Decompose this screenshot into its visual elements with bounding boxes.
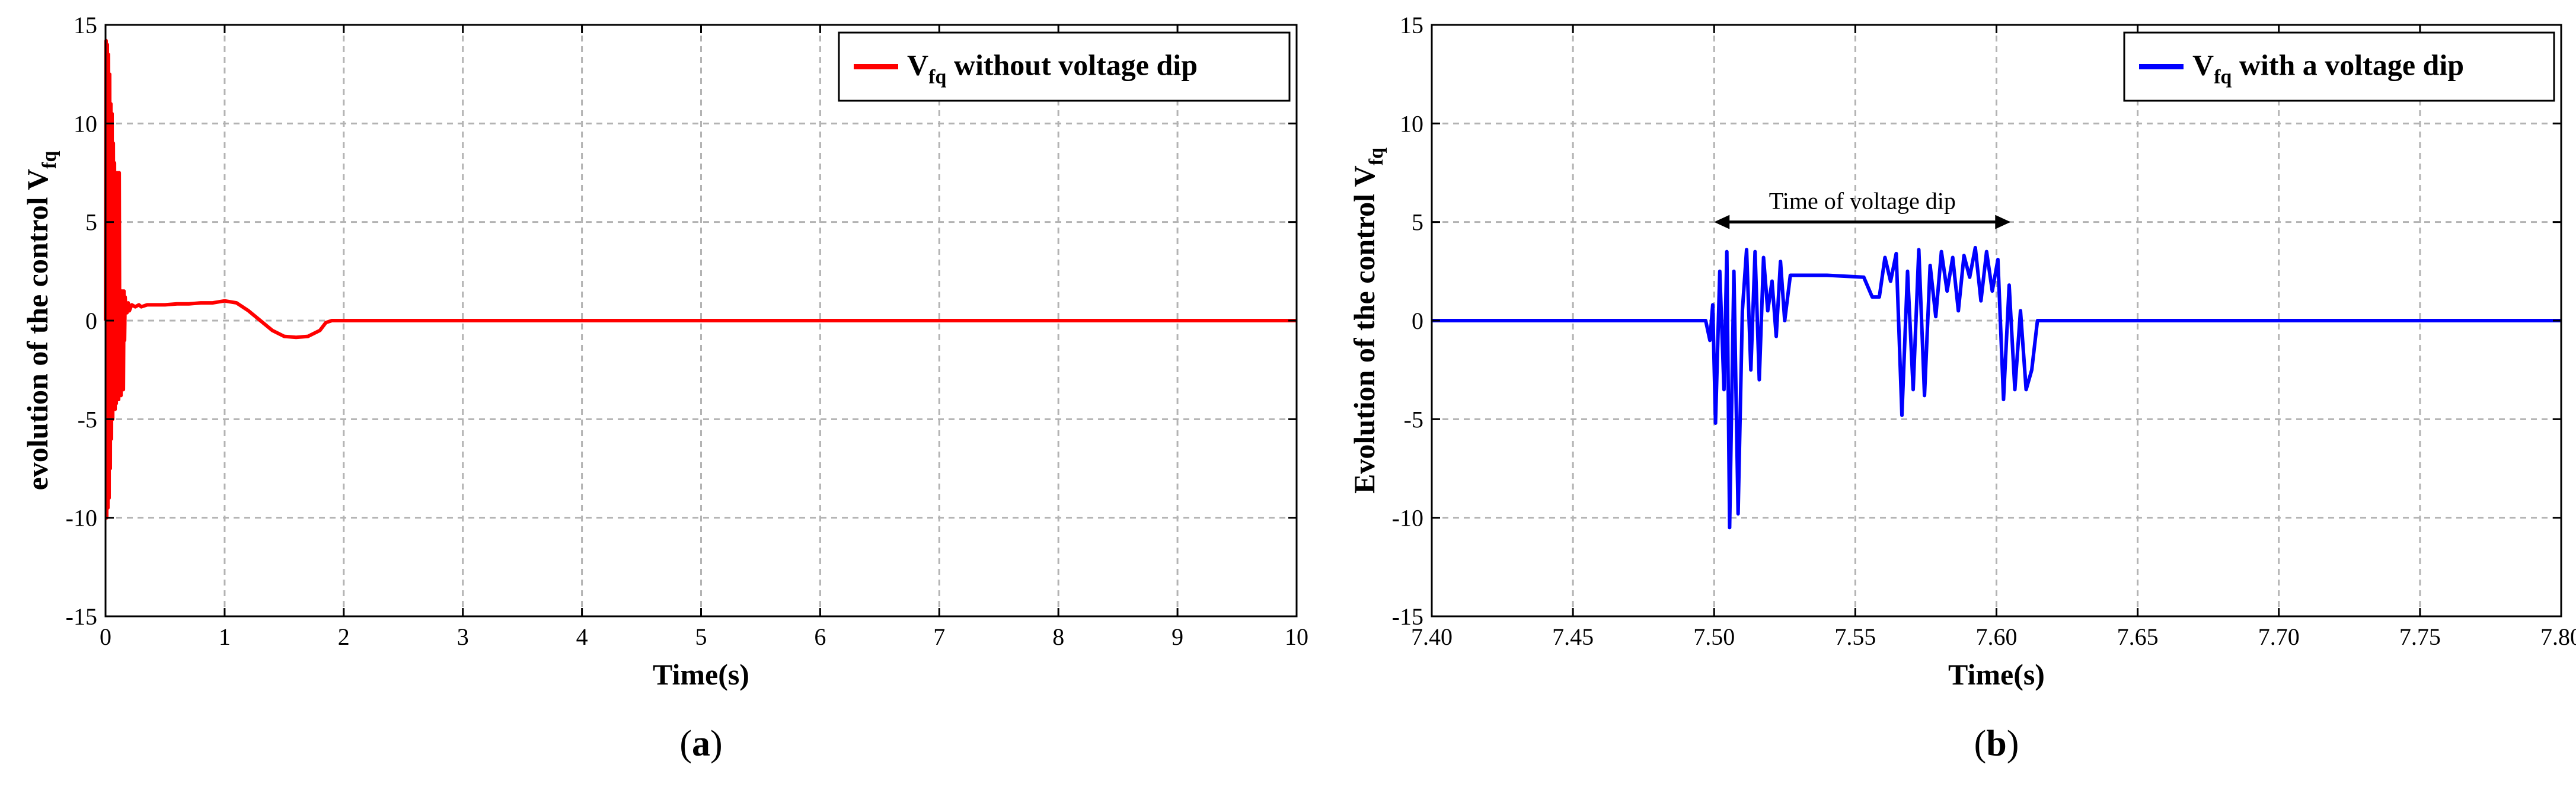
panel-b-label: (b) [1974,724,2019,764]
panel-b-grid [1432,25,2561,616]
panel-b-x-tick-label-0: 7.40 [1411,623,1453,650]
panel-a-x-tick-label-3: 3 [457,623,469,650]
panel-b-annotation-text: Time of voltage dip [1769,188,1956,215]
panel-a-label: (a) [679,724,722,764]
panel-b-legend-label-main: V [2192,49,2214,82]
panel-a-x-tick-label-7: 7 [933,623,945,650]
panel-b-chart: 7.40 7.45 7.50 7.55 7.60 7.65 7.70 7.75 7.80 -15 -… [1348,12,2576,764]
panel-b-x-tick-label-3: 7.55 [1834,623,1876,650]
panel-a-x-axis-label: Time(s) [653,658,749,691]
panel-b-y-tick-label-2: -5 [1404,406,1423,433]
panel-b-y-tick-label-1: -10 [1392,505,1423,532]
panel-b-label-open: ( [1974,724,1987,764]
panel-b-y-axis-label: Evolution of the control Vfq [1348,148,1387,494]
panel-a-label-letter: a [692,724,710,764]
panel-a-ticks: 0 1 2 3 4 5 6 7 8 9 10 -15 -10 -5 0 5 10 15 [66,12,1308,650]
panel-a-y-axis-label-sub: fq [39,151,60,169]
panel-b-series-line-0 [1432,245,2561,530]
panel-b-annotation: Time of voltage dip [1714,188,2011,229]
panel-a-y-axis-label-main: evolution of the control V [21,169,54,491]
panel-b-legend: Vfq with a voltage dip [2123,31,2555,102]
panel-a-x-tick-label-0: 0 [100,623,111,650]
panel-a-series [104,39,1297,520]
panel-b-x-tick-label-4: 7.60 [1976,623,2018,650]
panel-a-legend-label: Vfq without voltage dip [907,49,1198,88]
panel-a-y-tick-label-0: -15 [66,603,97,630]
panel-a-x-tick-label-6: 6 [814,623,826,650]
panel-b-y-axis-label-sub: fq [1365,148,1387,165]
panel-b-ticks: 7.40 7.45 7.50 7.55 7.60 7.65 7.70 7.75 7.80 -15 -… [1392,12,2576,650]
panel-a-legend-label-rest: without voltage dip [946,49,1198,82]
panel-b-y-tick-label-4: 5 [1412,209,1423,236]
panel-b-label-close: ) [2007,724,2019,764]
panel-b-legend-label-sub: fq [2214,66,2232,88]
panel-b-y-axis-label-main: Evolution of the control V [1348,165,1381,494]
panel-b-y-tick-label-5: 10 [1400,110,1423,137]
panel-a-legend: Vfq without voltage dip [838,31,1291,102]
panel-b-x-tick-label-8: 7.80 [2540,623,2576,650]
panel-b-legend-box [2123,31,2555,102]
panel-a-legend-label-sub: fq [928,66,946,88]
panel-a-label-close: ) [710,724,723,764]
panel-a-y-axis-label: evolution of the control Vfq [21,151,60,491]
panel-a-y-tick-label-6: 15 [74,12,97,39]
panel-a-x-tick-label-5: 5 [695,623,707,650]
panel-a-x-tick-label-10: 10 [1285,623,1308,650]
panel-b-legend-label: Vfq with a voltage dip [2192,49,2464,88]
panel-a-x-tick-label-9: 9 [1172,623,1183,650]
panel-a-y-tick-label-1: -10 [66,505,97,532]
panel-b-x-tick-label-2: 7.50 [1693,623,1735,650]
panel-a-x-tick-label-2: 2 [338,623,350,650]
panel-a-chart: 0 1 2 3 4 5 6 7 8 9 10 -15 -10 -5 0 5 10 15 Time(s) evolu… [21,12,1308,764]
panel-a-x-tick-label-8: 8 [1052,623,1064,650]
panel-a-y-tick-label-5: 10 [74,110,97,137]
panel-b-x-tick-label-6: 7.70 [2258,623,2300,650]
panel-a-y-tick-label-4: 5 [85,209,97,236]
panel-a-series-line-0 [104,39,1297,520]
panel-b-x-axis-label: Time(s) [1948,658,2045,691]
panel-b-series [1432,245,2561,530]
panel-a-y-tick-label-2: -5 [78,406,97,433]
panel-a-x-tick-label-4: 4 [576,623,588,650]
panel-a-legend-box [838,31,1291,102]
panel-b-y-tick-label-3: 0 [1412,308,1423,334]
panel-a-legend-label-main: V [907,49,928,82]
panel-b-x-tick-label-1: 7.45 [1552,623,1594,650]
panel-b-annotation-arrowhead-right [1995,215,2011,229]
panel-b-annotation-arrowhead-left [1714,215,1730,229]
panel-b-x-tick-label-7: 7.75 [2399,623,2441,650]
panel-a-x-tick-label-1: 1 [219,623,231,650]
panel-a-y-tick-label-3: 0 [85,308,97,334]
panel-b-y-tick-label-0: -15 [1392,603,1423,630]
panel-b-y-tick-label-6: 15 [1400,12,1423,39]
panel-b-label-letter: b [1986,724,2006,764]
panel-b-x-tick-label-5: 7.65 [2117,623,2159,650]
panel-a-label-open: ( [679,724,692,764]
panel-b-legend-label-rest: with a voltage dip [2232,49,2464,82]
